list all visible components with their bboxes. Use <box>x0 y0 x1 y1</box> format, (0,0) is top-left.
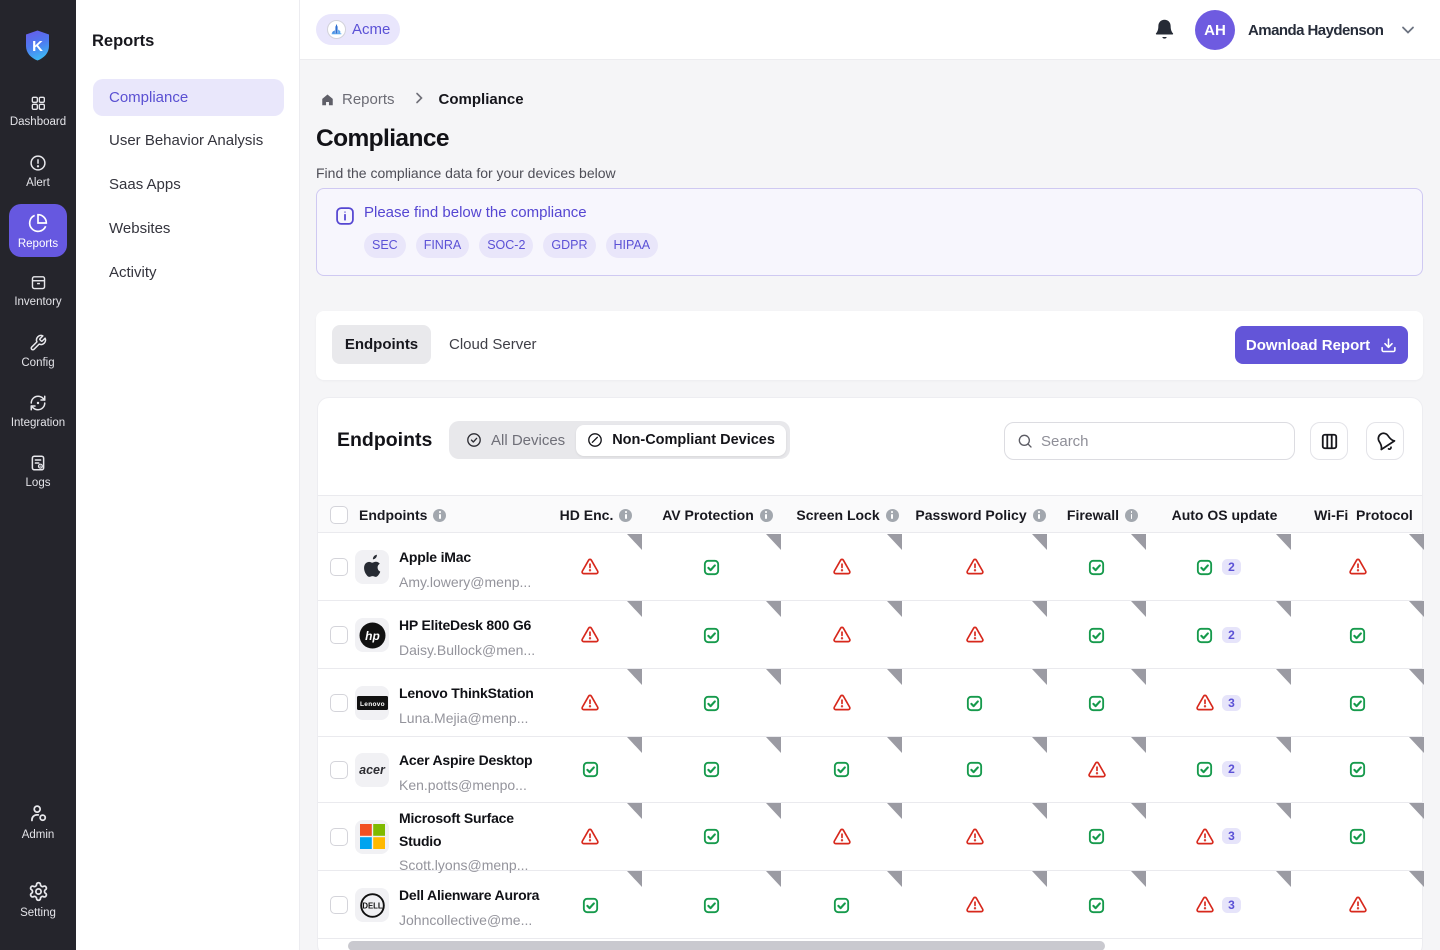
svg-text:acer: acer <box>359 763 386 777</box>
svg-text:K: K <box>32 38 43 55</box>
svg-text:DELL: DELL <box>362 901 383 910</box>
svg-text:Lenovo: Lenovo <box>360 701 385 708</box>
svg-text:hp: hp <box>365 629 380 643</box>
